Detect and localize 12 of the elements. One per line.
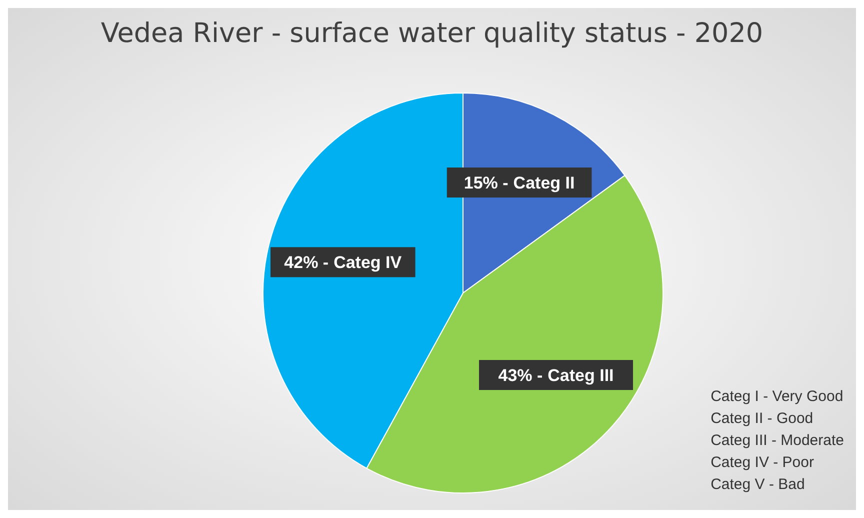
data-label: 42% - [284, 252, 329, 272]
slice-label: Categ IV [334, 252, 402, 272]
slice-label: Categ II [513, 173, 575, 192]
data-label: 15% - [464, 173, 508, 192]
text: Categ I - Very Good [710, 387, 844, 407]
text: Categ II - Good [710, 409, 814, 429]
text: Categ V - Bad [710, 475, 806, 495]
text: Categ III - Moderate [710, 431, 844, 451]
text: Categ IV - Poor [710, 453, 815, 473]
slice-label: Categ III [548, 366, 614, 385]
data-label: 43% - [498, 366, 543, 385]
chart-title: Vedea River - surface water quality status - 2020 [100, 18, 764, 49]
